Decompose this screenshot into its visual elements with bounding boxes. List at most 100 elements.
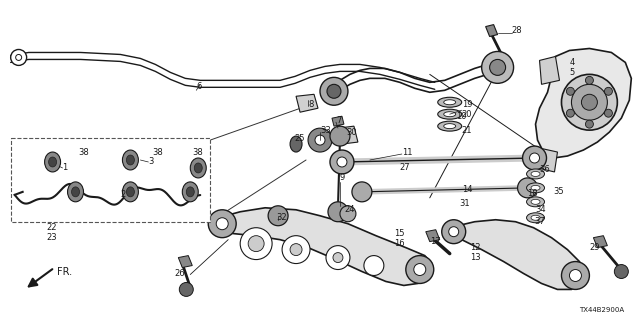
Text: 8: 8 bbox=[308, 100, 314, 109]
Bar bbox=[11, 138, 210, 222]
Ellipse shape bbox=[444, 124, 456, 129]
Circle shape bbox=[604, 87, 612, 95]
Circle shape bbox=[566, 87, 574, 95]
Text: 17: 17 bbox=[430, 237, 440, 246]
Text: 4: 4 bbox=[570, 58, 575, 67]
Text: 28: 28 bbox=[511, 26, 522, 35]
Ellipse shape bbox=[531, 185, 540, 190]
Ellipse shape bbox=[444, 100, 456, 105]
Circle shape bbox=[522, 146, 547, 170]
Text: 21: 21 bbox=[461, 126, 472, 135]
Circle shape bbox=[604, 109, 612, 117]
Text: 32: 32 bbox=[276, 213, 287, 222]
Text: 2: 2 bbox=[120, 190, 125, 199]
Circle shape bbox=[290, 244, 302, 256]
Text: 38: 38 bbox=[79, 148, 89, 156]
Circle shape bbox=[352, 182, 372, 202]
Text: 24: 24 bbox=[344, 205, 355, 214]
Ellipse shape bbox=[45, 152, 61, 172]
Text: 34: 34 bbox=[536, 205, 546, 214]
Circle shape bbox=[482, 52, 513, 83]
Ellipse shape bbox=[49, 157, 56, 167]
Circle shape bbox=[581, 94, 597, 110]
Text: 30: 30 bbox=[346, 128, 356, 137]
Circle shape bbox=[414, 264, 426, 276]
Polygon shape bbox=[536, 49, 631, 158]
Polygon shape bbox=[593, 236, 607, 248]
Circle shape bbox=[529, 153, 540, 163]
Text: 5: 5 bbox=[570, 68, 575, 77]
Polygon shape bbox=[538, 148, 557, 172]
Circle shape bbox=[364, 256, 384, 276]
Text: 6: 6 bbox=[196, 82, 202, 91]
Ellipse shape bbox=[127, 155, 134, 165]
Ellipse shape bbox=[438, 109, 461, 119]
Text: 3: 3 bbox=[148, 157, 154, 166]
Circle shape bbox=[179, 283, 193, 296]
Ellipse shape bbox=[195, 163, 202, 173]
Circle shape bbox=[315, 135, 325, 145]
Circle shape bbox=[490, 60, 506, 76]
Circle shape bbox=[15, 54, 22, 60]
Circle shape bbox=[572, 84, 607, 120]
Text: 14: 14 bbox=[461, 185, 472, 194]
Circle shape bbox=[328, 202, 348, 222]
Ellipse shape bbox=[186, 187, 195, 197]
Text: 23: 23 bbox=[47, 233, 57, 242]
Ellipse shape bbox=[190, 158, 206, 178]
Polygon shape bbox=[486, 25, 498, 36]
Circle shape bbox=[561, 261, 589, 289]
Text: 15: 15 bbox=[394, 229, 404, 238]
Polygon shape bbox=[179, 256, 192, 268]
Text: 11: 11 bbox=[402, 148, 412, 156]
Text: 33: 33 bbox=[320, 126, 331, 135]
Circle shape bbox=[208, 210, 236, 238]
Circle shape bbox=[586, 76, 593, 84]
Text: 19: 19 bbox=[461, 100, 472, 109]
Text: 7: 7 bbox=[336, 116, 341, 125]
Text: 9: 9 bbox=[340, 173, 345, 182]
Polygon shape bbox=[338, 126, 358, 144]
Circle shape bbox=[327, 84, 341, 98]
Text: 29: 29 bbox=[589, 243, 600, 252]
Circle shape bbox=[566, 109, 574, 117]
Ellipse shape bbox=[290, 136, 302, 152]
Ellipse shape bbox=[127, 187, 134, 197]
Ellipse shape bbox=[122, 182, 138, 202]
Circle shape bbox=[333, 252, 343, 262]
Text: 36: 36 bbox=[540, 165, 550, 174]
Circle shape bbox=[248, 236, 264, 252]
Circle shape bbox=[586, 120, 593, 128]
Text: 16: 16 bbox=[394, 239, 404, 248]
Polygon shape bbox=[540, 56, 559, 84]
Circle shape bbox=[340, 206, 356, 222]
Ellipse shape bbox=[527, 197, 545, 207]
Circle shape bbox=[320, 77, 348, 105]
Circle shape bbox=[11, 50, 27, 65]
Ellipse shape bbox=[438, 121, 461, 131]
Text: 12: 12 bbox=[470, 243, 480, 252]
Circle shape bbox=[330, 126, 350, 146]
Ellipse shape bbox=[527, 169, 545, 179]
Polygon shape bbox=[426, 230, 440, 242]
Text: 18: 18 bbox=[527, 189, 538, 198]
Circle shape bbox=[330, 150, 354, 174]
Ellipse shape bbox=[182, 182, 198, 202]
Ellipse shape bbox=[444, 112, 456, 117]
Text: 20: 20 bbox=[461, 110, 472, 119]
Polygon shape bbox=[296, 94, 318, 112]
Ellipse shape bbox=[531, 199, 540, 204]
Circle shape bbox=[449, 227, 459, 237]
Circle shape bbox=[216, 218, 228, 230]
Ellipse shape bbox=[122, 150, 138, 170]
Circle shape bbox=[406, 256, 434, 284]
Polygon shape bbox=[212, 208, 432, 285]
Circle shape bbox=[561, 74, 618, 130]
Text: TX44B2900A: TX44B2900A bbox=[579, 307, 625, 313]
Text: 10: 10 bbox=[456, 112, 466, 121]
Text: 25: 25 bbox=[294, 133, 305, 143]
Text: 26: 26 bbox=[174, 269, 185, 278]
Ellipse shape bbox=[72, 187, 79, 197]
Polygon shape bbox=[332, 116, 344, 126]
Text: FR.: FR. bbox=[56, 267, 72, 276]
